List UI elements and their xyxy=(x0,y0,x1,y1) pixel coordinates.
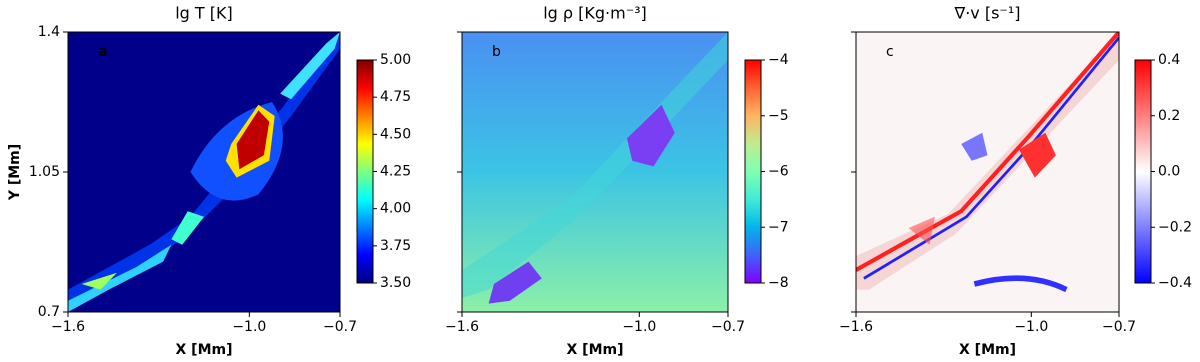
x-tick-label: −0.7 xyxy=(711,319,745,335)
colorbar-tick-label: 0.4 xyxy=(1158,52,1180,68)
y-tick-label: 1.05 xyxy=(29,164,60,180)
colorbar-tick-label: −5 xyxy=(768,108,789,124)
colorbar-tick-label: 3.75 xyxy=(380,238,411,254)
colorbar-tick-label: −7 xyxy=(768,219,789,235)
colorbar-tick-label: 5.00 xyxy=(380,52,411,68)
x-tick-label: −0.7 xyxy=(1102,319,1136,335)
x-axis-label: X [Mm] xyxy=(567,342,624,358)
heatmap-image xyxy=(462,32,728,312)
x-tick-label: −1.6 xyxy=(839,319,873,335)
colorbar-tick-label: −0.4 xyxy=(1158,275,1192,291)
heatmap-image xyxy=(856,32,1119,312)
colorbar-tick-label: 0.2 xyxy=(1158,108,1180,124)
x-tick-label: −1.0 xyxy=(232,319,266,335)
chart-title: lg ρ [Kg·m⁻³] xyxy=(543,4,647,23)
colorbar-tick-label: −8 xyxy=(768,275,789,291)
panel-label: c xyxy=(886,44,894,60)
x-tick-label: −1.6 xyxy=(51,319,85,335)
heatmap-image xyxy=(68,32,340,312)
chart-title: lg T [K] xyxy=(175,4,233,23)
colorbar-tick-label: 4.75 xyxy=(380,89,411,105)
panel-label: b xyxy=(492,44,501,60)
x-tick-label: −1.6 xyxy=(445,319,479,335)
colorbar-tick-label: 0.0 xyxy=(1158,164,1180,180)
colorbar xyxy=(356,59,374,284)
x-axis-label: X [Mm] xyxy=(176,342,233,358)
colorbar-tick-label: −0.2 xyxy=(1158,219,1192,235)
colorbar xyxy=(1134,59,1152,284)
x-tick-label: −1.0 xyxy=(1014,319,1048,335)
chart-title: ∇·v [s⁻¹] xyxy=(953,4,1020,23)
x-tick-label: −1.0 xyxy=(622,319,656,335)
y-tick-label: 0.7 xyxy=(38,304,60,320)
x-axis-label: X [Mm] xyxy=(959,342,1016,358)
colorbar-tick-label: 4.00 xyxy=(380,201,411,217)
y-axis-label: Y [Mm] xyxy=(7,144,23,201)
colorbar-tick-label: 4.50 xyxy=(380,126,411,142)
colorbar-tick-label: 3.50 xyxy=(380,275,411,291)
y-tick-label: 1.4 xyxy=(38,24,60,40)
panel-label: a xyxy=(98,44,107,60)
colorbar-tick-label: −6 xyxy=(768,164,789,180)
colorbar-tick-label: −4 xyxy=(768,52,789,68)
x-tick-label: −0.7 xyxy=(323,319,357,335)
colorbar xyxy=(744,59,762,284)
colorbar-tick-label: 4.25 xyxy=(380,164,411,180)
